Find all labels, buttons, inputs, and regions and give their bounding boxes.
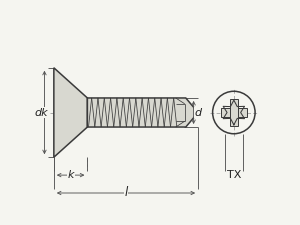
Text: dk: dk — [34, 108, 48, 117]
Polygon shape — [87, 98, 198, 127]
Polygon shape — [221, 108, 247, 117]
Text: k: k — [68, 170, 74, 180]
Text: d: d — [195, 108, 202, 117]
Polygon shape — [230, 99, 238, 126]
Text: TX: TX — [227, 170, 241, 180]
Text: l: l — [124, 187, 127, 200]
Polygon shape — [54, 68, 87, 157]
